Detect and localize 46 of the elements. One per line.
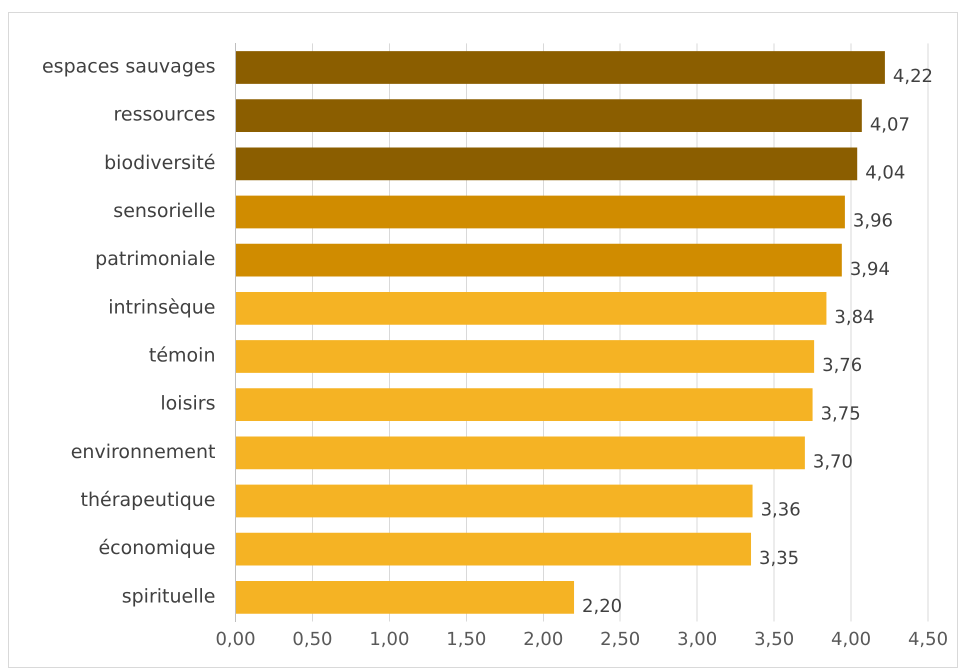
- bar: [236, 51, 885, 84]
- bar: [236, 436, 805, 470]
- data-label: 3,70: [812, 451, 853, 472]
- x-tick-label: 0,50: [292, 628, 332, 650]
- x-tick-label: 4,00: [831, 628, 872, 650]
- x-tick-label: 1,50: [446, 628, 486, 650]
- y-tick-label: biodiversité: [104, 152, 216, 174]
- x-tick-label: 2,00: [523, 628, 564, 650]
- bar: [236, 99, 862, 132]
- data-label: 3,36: [760, 500, 801, 521]
- x-tick-label: 3,00: [677, 628, 718, 650]
- x-tick-label: 3,50: [754, 628, 794, 650]
- bar: [236, 532, 752, 566]
- bar: [236, 292, 826, 325]
- data-label: 3,76: [822, 355, 862, 376]
- data-label: 3,84: [834, 306, 875, 328]
- y-tick-label: intrinsèque: [108, 296, 216, 318]
- data-label: 4,04: [865, 162, 906, 184]
- x-tick-label: 2,50: [600, 628, 640, 650]
- y-tick-label: ressources: [114, 104, 216, 126]
- bar: [236, 196, 845, 228]
- x-tick-label: 4,50: [908, 628, 948, 650]
- y-tick-label: loisirs: [160, 392, 216, 415]
- y-tick-label: sensorielle: [113, 200, 216, 222]
- y-tick-label: économique: [98, 537, 216, 560]
- data-label: 4,22: [892, 66, 933, 88]
- data-label: 4,07: [870, 114, 910, 136]
- y-tick-label: thérapeutique: [80, 488, 216, 511]
- x-tick-label: 0,00: [215, 628, 256, 650]
- y-tick-label: patrimoniale: [95, 248, 216, 270]
- data-label: 3,75: [820, 403, 861, 424]
- bar: [236, 484, 753, 518]
- bar: [236, 340, 814, 373]
- bar: [236, 580, 574, 614]
- data-label: 3,94: [850, 258, 890, 280]
- bar: [236, 388, 813, 422]
- y-tick-label: environnement: [70, 440, 216, 463]
- bar: [236, 147, 858, 180]
- data-label: 3,96: [852, 210, 893, 232]
- y-tick-label: spirituelle: [122, 585, 216, 608]
- data-label: 3,35: [759, 548, 800, 569]
- y-tick-label: témoin: [148, 344, 216, 366]
- data-label: 2,20: [582, 596, 622, 617]
- x-tick-label: 1,00: [369, 628, 410, 650]
- y-tick-label: espaces sauvages: [42, 55, 216, 78]
- bar: [236, 244, 842, 277]
